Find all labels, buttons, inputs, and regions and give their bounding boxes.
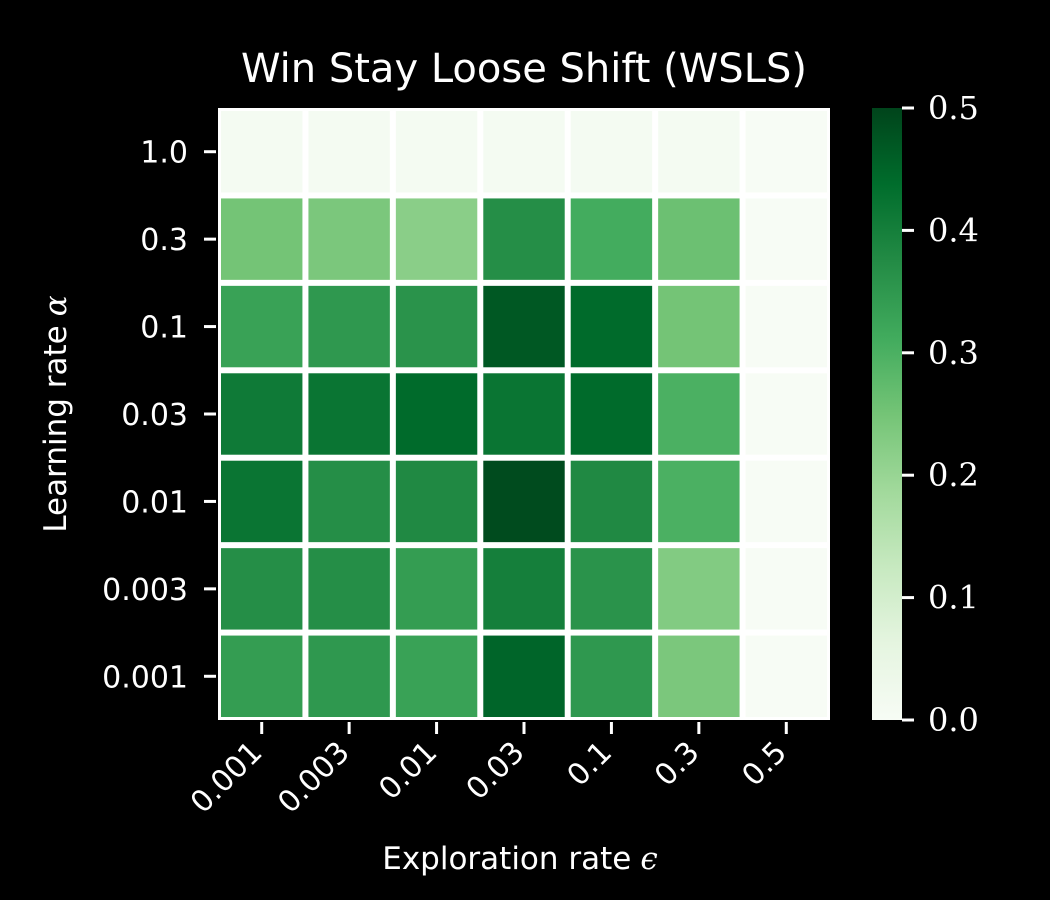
heatmap-cell [221, 635, 303, 717]
colorbar-tick-label: 0.5 [928, 89, 979, 127]
heatmap-cell [570, 635, 653, 717]
heatmap-cell [745, 460, 827, 543]
heatmap-cell [308, 460, 390, 543]
colorbar-ticks: 0.0 0.1 0.2 0.3 0.4 0.5 [902, 89, 979, 739]
heatmap-cell [745, 111, 827, 193]
y-tick-label: 1.0 [140, 136, 188, 171]
heatmap-cell [745, 373, 827, 455]
heatmap-cell [658, 635, 740, 717]
y-axis-symbol: α [38, 295, 74, 316]
heatmap-cell [395, 548, 478, 630]
heatmap-cell [308, 198, 390, 280]
y-axis-label-text: Learning rate [38, 325, 74, 532]
x-axis-symbol: ϵ [640, 841, 657, 877]
heatmap-cell [308, 635, 390, 717]
heatmap-cell [308, 111, 390, 193]
heatmap-cell [395, 198, 478, 280]
heatmap-cell [221, 198, 303, 280]
heatmap-cell [745, 285, 827, 368]
heatmap-cell [658, 111, 740, 193]
heatmap-cell [483, 460, 565, 543]
heatmap-cell [570, 111, 653, 193]
colorbar-tick-label: 0.0 [928, 701, 979, 739]
heatmap-cell [658, 460, 740, 543]
heatmap-cell [570, 285, 653, 368]
heatmap-cell [570, 198, 653, 280]
heatmap-cell [570, 548, 653, 630]
heatmap-cell [483, 373, 565, 455]
x-axis-label: Exploration rate ϵ [382, 841, 658, 877]
heatmap-cell [221, 548, 303, 630]
heatmap-cell [308, 548, 390, 630]
heatmap-cell [483, 635, 565, 717]
y-tick-label: 0.3 [140, 223, 188, 258]
y-tick-label: 0.03 [121, 398, 188, 433]
y-tick-label: 0.001 [102, 660, 188, 695]
x-axis-label-text: Exploration rate [382, 841, 631, 877]
heatmap-cell [745, 548, 827, 630]
colorbar-tick-label: 0.2 [928, 456, 979, 494]
y-axis: 1.0 0.3 0.1 0.03 0.01 0.003 0.001 [102, 136, 216, 695]
heatmap-cells [221, 111, 827, 717]
heatmap-cell [745, 635, 827, 717]
heatmap-cell [483, 548, 565, 630]
heatmap-cell [570, 460, 653, 543]
heatmap-cell [308, 373, 390, 455]
heatmap-cell [221, 285, 303, 368]
colorbar-tick-label: 0.4 [928, 211, 979, 249]
chart-title: Win Stay Loose Shift (WSLS) [241, 46, 807, 92]
heatmap-cell [745, 198, 827, 280]
heatmap-cell [221, 373, 303, 455]
heatmap-cell [483, 198, 565, 280]
heatmap-cell [483, 285, 565, 368]
colorbar-tick-label: 0.1 [928, 579, 979, 617]
heatmap-cell [221, 111, 303, 193]
heatmap-cell [570, 373, 653, 455]
heatmap-cell [395, 460, 478, 543]
heatmap-cell [658, 285, 740, 368]
heatmap-cell [221, 460, 303, 543]
heatmap-cell [658, 373, 740, 455]
heatmap-cell [658, 198, 740, 280]
heatmap-cell [395, 111, 478, 193]
y-axis-label: Learning rate α [38, 295, 74, 532]
colorbar-tick-label: 0.3 [928, 334, 979, 372]
heatmap-cell [395, 635, 478, 717]
colorbar [872, 108, 902, 720]
heatmap-cell [658, 548, 740, 630]
heatmap-cell [308, 285, 390, 368]
heatmap-cell [395, 285, 478, 368]
heatmap-cell [395, 373, 478, 455]
y-tick-label: 0.01 [121, 485, 188, 520]
y-tick-label: 0.1 [140, 311, 188, 346]
y-tick-label: 0.003 [102, 573, 188, 608]
heatmap-cell [483, 111, 565, 193]
